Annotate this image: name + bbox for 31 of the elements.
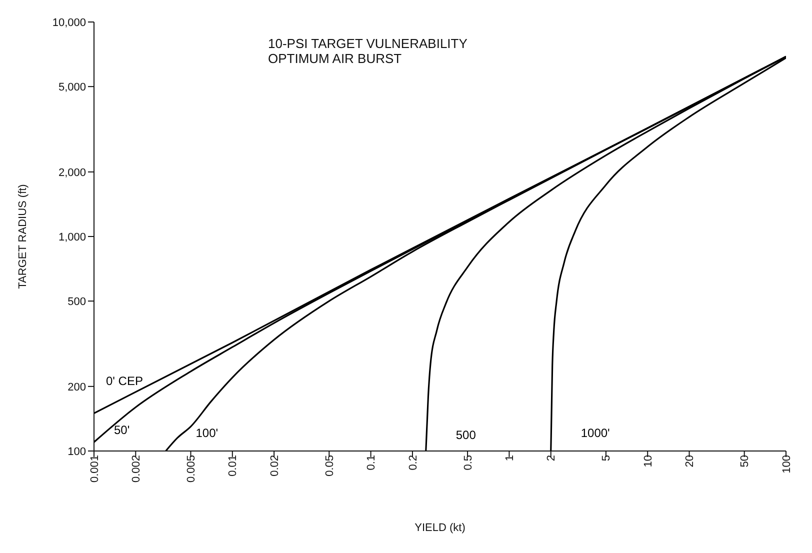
x-tick-label: 0.002 <box>130 455 142 483</box>
y-tick-label: 2,000 <box>58 166 86 179</box>
x-axis-title: YIELD (kt) <box>414 522 466 534</box>
x-tick-label: 20 <box>684 455 696 468</box>
series-label: 0' CEP <box>106 374 143 388</box>
x-tick-label: 0.1 <box>366 455 378 470</box>
x-tick-label: 0.5 <box>462 455 474 470</box>
series-label: 50' <box>114 423 130 438</box>
x-tick-label: 50 <box>739 455 752 468</box>
x-tick-label: 100 <box>780 455 793 474</box>
x-tick-label: 0.2 <box>407 455 420 470</box>
y-tick-label: 10,000 <box>52 16 86 29</box>
x-tick-label: 0.005 <box>186 455 198 483</box>
text: OPTIMUM AIR BURST <box>268 51 403 66</box>
text: 10-PSI TARGET VULNERABILITY <box>268 36 468 51</box>
x-tick-label: 2 <box>546 455 558 462</box>
series-label: 100' <box>196 426 218 440</box>
x-tick-label: 10 <box>642 455 654 468</box>
x-tick-label: 0.02 <box>268 455 281 476</box>
y-tick-label: 500 <box>68 296 86 308</box>
text: 500 <box>456 428 476 442</box>
x-tick-label: 0.01 <box>227 455 240 476</box>
y-tick-label: 5,000 <box>58 81 86 94</box>
y-tick-label: 1,000 <box>58 231 86 244</box>
x-tick-label: 0.05 <box>324 455 336 476</box>
y-tick-label: 200 <box>68 381 86 394</box>
x-tick-label: 1 <box>504 455 516 462</box>
text: 1000' <box>580 426 610 440</box>
x-tick-label: 5 <box>600 455 613 462</box>
x-tick-label: 0.001 <box>88 455 101 483</box>
y-axis-title: TARGET RADIUS (ft) <box>16 184 29 289</box>
